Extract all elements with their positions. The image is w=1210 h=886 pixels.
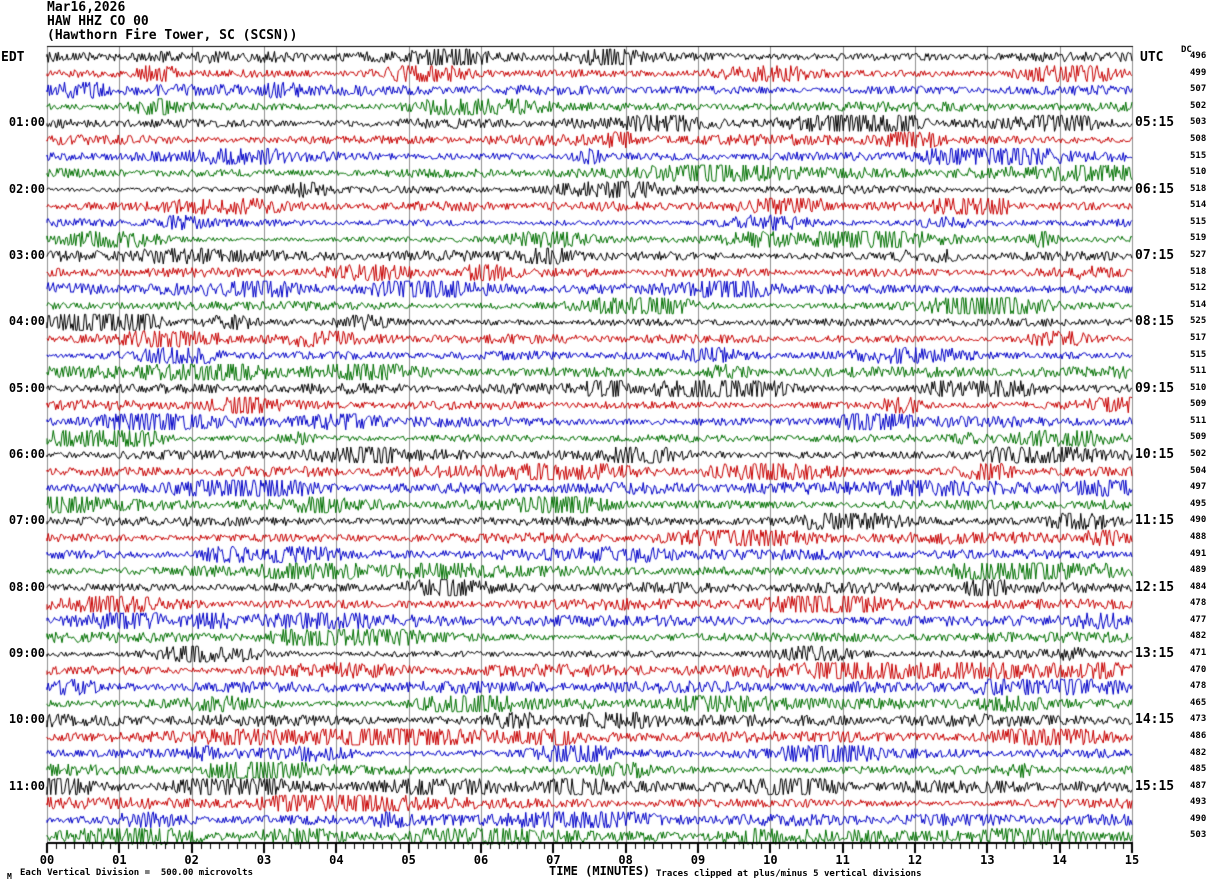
x-tick-label: 11 (835, 853, 850, 867)
utc-time-label: 10:15 (1135, 447, 1175, 462)
utc-time-label: 14:15 (1135, 712, 1175, 728)
edt-time-label: 06:00 (8, 447, 45, 461)
dc-offset-value: 519 (1190, 233, 1207, 244)
edt-time-label: 09:00 (8, 646, 45, 660)
utc-time-label: 07:15 (1135, 248, 1175, 263)
utc-time-label: 08:15 (1135, 314, 1175, 330)
dc-offset-value: 491 (1190, 548, 1207, 559)
dc-offset-value: 495 (1190, 498, 1207, 509)
dc-offset-value: 514 (1190, 299, 1207, 310)
utc-time-label: 12:15 (1135, 579, 1175, 595)
dc-offset-value: 512 (1190, 283, 1207, 294)
dc-offset-value: 503 (1190, 117, 1207, 128)
utc-time-label: 05:15 (1135, 115, 1175, 131)
x-tick-label: 05 (401, 853, 416, 867)
dc-offset-value: 502 (1190, 449, 1207, 459)
dc-offset-value: 490 (1190, 813, 1207, 824)
dc-offset-value: 511 (1190, 415, 1207, 426)
dc-offset-value: 509 (1190, 432, 1207, 443)
dc-offset-value: 497 (1190, 482, 1207, 493)
edt-time-label: 11:00 (8, 778, 45, 793)
dc-offset-value: 470 (1190, 664, 1207, 675)
edt-time-label: 05:00 (8, 380, 45, 395)
dc-offset-value: 478 (1190, 681, 1207, 692)
dc-offset-value: 517 (1190, 332, 1207, 343)
x-axis-title: TIME (MINUTES) (549, 864, 651, 878)
dc-offset-value: 485 (1190, 764, 1207, 775)
utc-time-label: 15:15 (1135, 778, 1175, 794)
title-date: Mar16,2026 (47, 0, 126, 15)
x-tick-label: 00 (39, 853, 55, 867)
dc-offset-value: 482 (1190, 747, 1207, 758)
dc-offset-value: 511 (1190, 366, 1207, 377)
dc-offset-value: 473 (1190, 714, 1207, 725)
right-axis-header-utc: UTC (1140, 50, 1164, 65)
footer-mark: M (7, 872, 12, 881)
dc-offset-value: 484 (1190, 581, 1207, 592)
edt-time-label: 03:00 (8, 248, 45, 262)
dc-offset-value: 508 (1190, 133, 1207, 144)
x-tick-label: 08 (618, 853, 633, 867)
vertical-scale-note: Each Vertical Division = 500.00 microvol… (20, 868, 253, 878)
dc-offset-value: 525 (1190, 316, 1207, 327)
x-tick-label: 12 (907, 853, 923, 867)
dc-offset-value: 488 (1190, 531, 1207, 542)
dc-offset-value: 487 (1190, 780, 1207, 791)
dc-column-header: DC (1181, 45, 1192, 55)
utc-time-label: 13:15 (1135, 646, 1175, 661)
utc-time-label: 09:15 (1135, 380, 1175, 396)
edt-time-label: 07:00 (8, 513, 45, 528)
dc-offset-value: 493 (1190, 797, 1207, 808)
dc-offset-value: 510 (1190, 382, 1207, 393)
title-station-code: HAW HHZ CO 00 (47, 14, 149, 29)
x-tick-label: 10 (763, 853, 778, 867)
x-tick-label: 09 (690, 853, 706, 867)
x-tick-label: 06 (473, 853, 489, 867)
dc-offset-value: 515 (1190, 349, 1207, 360)
x-tick-label: 14 (1052, 853, 1067, 867)
dc-offset-value: 510 (1190, 167, 1207, 178)
edt-time-label: 04:00 (8, 314, 45, 329)
left-axis-header-edt: EDT (1, 50, 25, 65)
dc-offset-value: 486 (1190, 730, 1207, 741)
edt-time-label: 01:00 (8, 115, 45, 130)
x-tick-label: 13 (980, 853, 995, 867)
dc-offset-value: 482 (1190, 631, 1207, 642)
utc-time-label: 06:15 (1135, 181, 1175, 197)
edt-time-label: 08:00 (8, 579, 45, 594)
clipping-note: Traces clipped at plus/minus 5 vertical … (656, 869, 922, 879)
dc-offset-value: 518 (1190, 183, 1207, 194)
dc-offset-value: 496 (1190, 51, 1207, 61)
edt-time-label: 02:00 (8, 181, 45, 196)
dc-offset-value: 507 (1190, 84, 1207, 95)
dc-offset-value: 509 (1190, 399, 1207, 410)
dc-offset-value: 477 (1190, 614, 1207, 625)
x-tick-label: 07 (546, 853, 561, 867)
dc-offset-value: 478 (1190, 598, 1207, 609)
dc-offset-value: 490 (1190, 515, 1207, 526)
dc-offset-value: 515 (1190, 150, 1207, 161)
title-station-location: (Hawthorn Fire Tower, SC (SCSN)) (47, 28, 298, 43)
dc-offset-value: 499 (1190, 67, 1207, 78)
x-tick-label: 03 (256, 853, 272, 867)
title-block: Mar16,2026 HAW HHZ CO 00 (Hawthorn Fire … (47, 1, 297, 43)
dc-offset-value: 502 (1190, 100, 1207, 111)
x-tick-label: 15 (1124, 853, 1140, 867)
x-tick-label: 01 (112, 853, 127, 867)
dc-offset-value: 489 (1190, 565, 1207, 576)
dc-offset-value: 465 (1190, 697, 1207, 708)
dc-offset-value: 515 (1190, 216, 1207, 227)
utc-time-label: 11:15 (1135, 513, 1175, 529)
dc-offset-value: 527 (1190, 250, 1207, 260)
dc-offset-value: 514 (1190, 200, 1207, 211)
dc-offset-value: 518 (1190, 266, 1207, 277)
dc-offset-value: 503 (1190, 830, 1207, 841)
x-tick-label: 04 (329, 853, 344, 867)
x-tick-label: 02 (184, 853, 199, 867)
dc-offset-value: 504 (1190, 465, 1207, 476)
edt-time-label: 10:00 (8, 712, 45, 727)
dc-offset-value: 471 (1190, 648, 1207, 658)
